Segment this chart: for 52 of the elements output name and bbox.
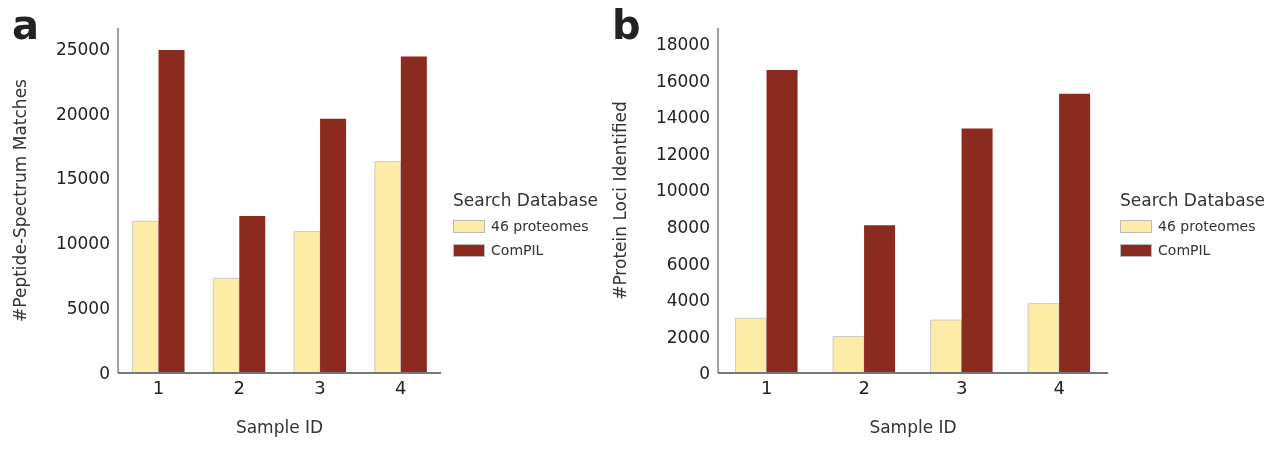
x-tick-label: 1	[152, 376, 165, 398]
chart-title: a	[12, 2, 39, 48]
legend-label: ComPIL	[1158, 242, 1211, 258]
bar	[374, 161, 402, 373]
y-tick-label: 8000	[666, 217, 710, 237]
x-tick-label: 3	[314, 376, 326, 398]
bar	[832, 335, 865, 373]
y-tick-label: 16000	[655, 70, 710, 91]
bar	[158, 50, 185, 373]
legend-label: 46 proteomes	[491, 218, 589, 234]
bar	[1027, 303, 1060, 373]
bar	[400, 56, 427, 373]
legend-label: ComPIL	[491, 242, 544, 258]
bar	[1059, 93, 1091, 373]
legend-title: Search Database	[1120, 190, 1265, 210]
bar	[320, 118, 347, 373]
x-axis-title: Sample ID	[869, 417, 957, 437]
y-tick-label: 12000	[655, 143, 710, 164]
y-tick-label: 5000	[66, 298, 110, 319]
y-tick-label: 2000	[666, 326, 710, 347]
y-axis-title: #Peptide-Spectrum Matches	[10, 78, 31, 322]
bar	[132, 220, 160, 373]
bar	[239, 216, 266, 373]
chart-title: b	[612, 2, 641, 48]
bar	[212, 277, 240, 373]
bar	[930, 319, 963, 373]
y-tick-label: 10000	[655, 180, 710, 201]
x-tick-label: 2	[858, 376, 870, 398]
y-tick-label: 10000	[55, 233, 110, 254]
y-tick-label: 25000	[55, 38, 110, 59]
y-tick-label: 18000	[655, 34, 710, 55]
x-tick-label: 1	[761, 376, 773, 398]
bar	[864, 225, 896, 373]
y-tick-label: 20000	[55, 103, 110, 124]
y-tick-label: 6000	[666, 253, 710, 274]
x-tick-label: 4	[1053, 376, 1066, 398]
bar	[766, 69, 798, 373]
y-tick-label: 0	[99, 363, 110, 384]
y-tick-label: 14000	[655, 107, 710, 128]
bar	[735, 317, 768, 373]
y-tick-label: 0	[699, 363, 710, 384]
x-tick-label: 4	[394, 376, 407, 398]
y-tick-label: 4000	[666, 290, 710, 311]
x-tick-label: 2	[233, 376, 245, 398]
x-tick-label: 3	[956, 376, 968, 398]
legend-label: 46 proteomes	[1158, 218, 1256, 234]
y-tick-label: 15000	[55, 168, 110, 189]
legend-title: Search Database	[453, 190, 598, 210]
bar	[961, 128, 993, 373]
y-axis-title: #Protein Loci Identified	[610, 101, 631, 300]
bar	[293, 231, 321, 373]
x-axis-title: Sample ID	[235, 417, 324, 437]
